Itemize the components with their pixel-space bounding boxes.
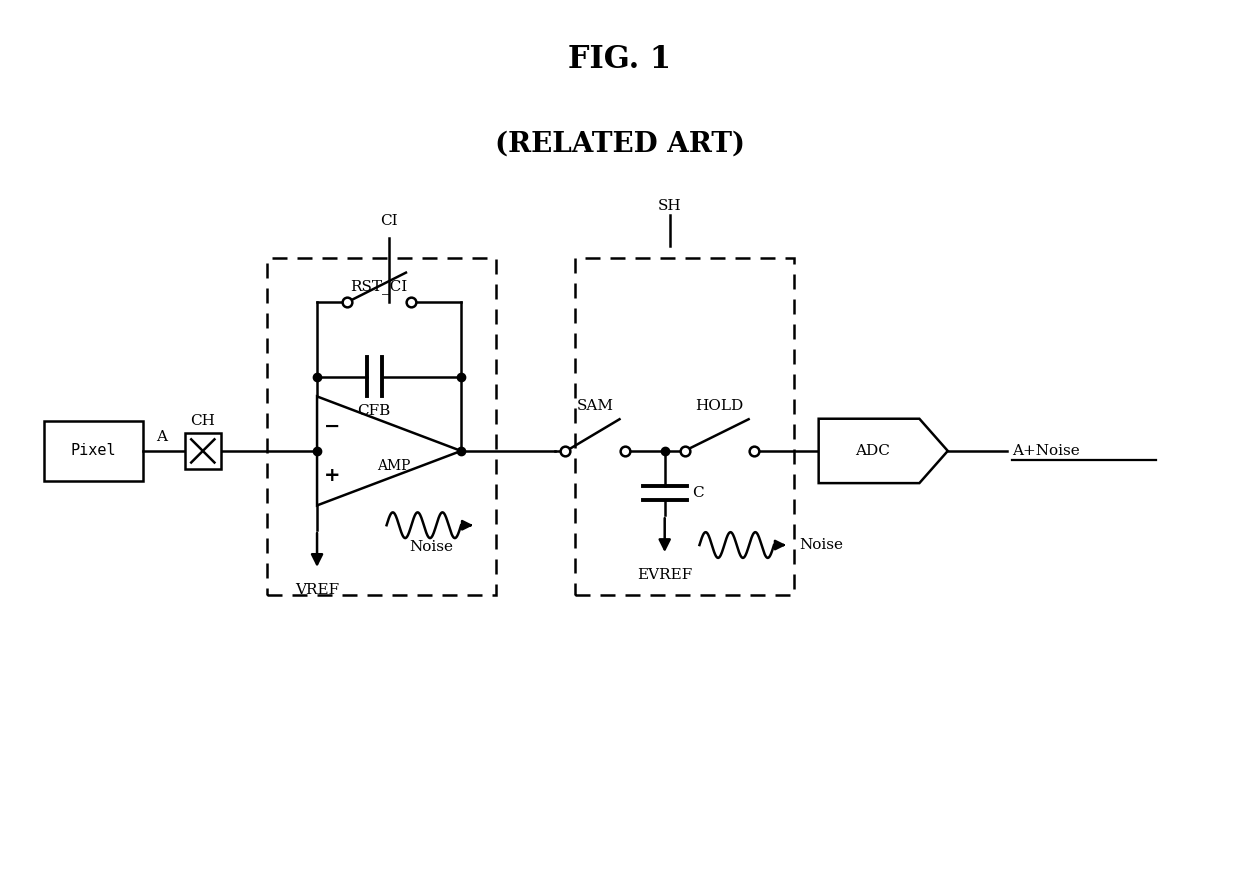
Text: CFB: CFB [357,404,391,418]
Text: +: + [324,466,340,486]
Text: AMP: AMP [377,459,410,473]
Polygon shape [317,396,461,505]
Text: Noise: Noise [799,538,843,552]
Text: C: C [692,486,704,500]
Polygon shape [185,433,221,469]
Text: A: A [155,430,166,444]
FancyBboxPatch shape [43,421,144,480]
Text: SH: SH [658,199,682,214]
Text: Pixel: Pixel [71,443,117,458]
Text: SAM: SAM [577,400,614,413]
Text: HOLD: HOLD [696,400,744,413]
Text: A+Noise: A+Noise [1012,444,1080,458]
Text: CI: CI [381,214,398,228]
Text: EVREF: EVREF [637,568,692,582]
Text: Noise: Noise [409,540,454,554]
Text: (RELATED ART): (RELATED ART) [495,130,745,158]
Text: VREF: VREF [295,583,339,596]
Text: FIG. 1: FIG. 1 [568,44,672,75]
Text: CH: CH [191,414,216,428]
Text: RST_CI: RST_CI [351,280,408,294]
Text: ADC: ADC [856,444,890,458]
Polygon shape [818,419,947,483]
Text: −: − [324,416,340,436]
